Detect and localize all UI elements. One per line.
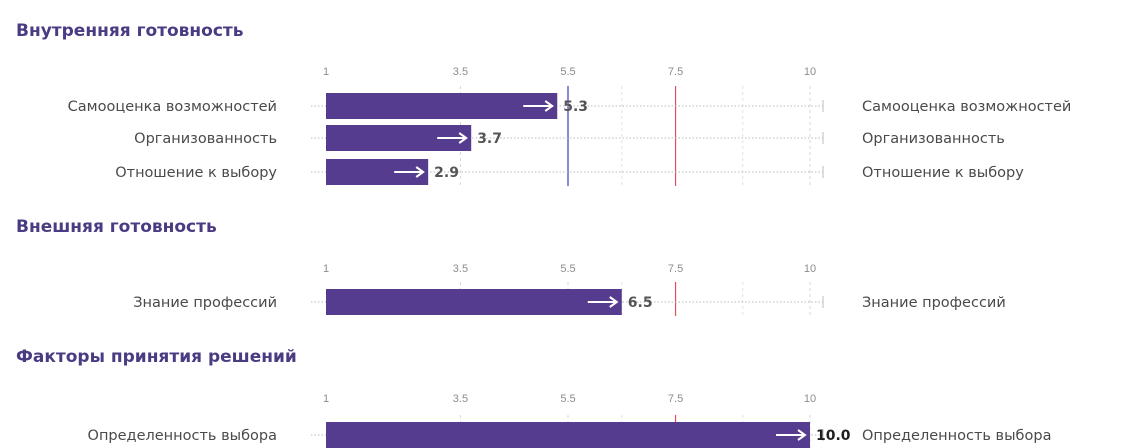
x-tick-label: 5.5 (560, 393, 575, 405)
x-tick-label: 3.5 (453, 66, 468, 78)
data-label: 3.7 (477, 131, 502, 147)
x-tick-label: 7.5 (668, 393, 683, 405)
section-title: Внутренняя готовность (16, 21, 244, 41)
x-tick-label: 1 (323, 66, 329, 78)
arrow-head-icon (797, 429, 807, 441)
category-label-left: Отношение к выбору (115, 165, 277, 181)
arrow-head-icon (609, 296, 619, 308)
category-label-right: Знание профессий (862, 295, 1006, 311)
x-tick-label: 3.5 (453, 263, 468, 275)
category-label-right: Отношение к выбору (862, 165, 1024, 181)
category-label-left: Знание профессий (133, 295, 277, 311)
arrow-head-icon (458, 132, 468, 144)
arrow-head-icon (544, 100, 554, 112)
x-tick-label: 3.5 (453, 393, 468, 405)
data-label: 2.9 (434, 165, 459, 181)
data-label: 6.5 (628, 295, 653, 311)
bar (326, 289, 622, 315)
x-tick-label: 10 (804, 263, 816, 275)
data-label: 5.3 (563, 99, 588, 115)
x-tick-label: 5.5 (560, 263, 575, 275)
x-tick-label: 1 (323, 393, 329, 405)
section-title: Внешняя готовность (16, 217, 217, 237)
x-tick-label: 7.5 (668, 66, 683, 78)
category-label-right: Определенность выбора (862, 428, 1051, 444)
category-label-right: Организованность (862, 131, 1005, 147)
category-label-left: Организованность (134, 131, 277, 147)
section-title: Факторы принятия решений (16, 347, 297, 367)
x-tick-label: 10 (804, 66, 816, 78)
x-tick-label: 10 (804, 393, 816, 405)
bar (326, 93, 558, 119)
x-tick-label: 5.5 (560, 66, 575, 78)
bar (326, 422, 810, 448)
x-tick-label: 1 (323, 263, 329, 275)
category-label-right: Самооценка возможностей (862, 99, 1071, 115)
x-tick-label: 7.5 (668, 263, 683, 275)
category-label-left: Определенность выбора (88, 428, 277, 444)
arrow-head-icon (415, 166, 425, 178)
data-label: 10.0 (816, 428, 851, 444)
category-label-left: Самооценка возможностей (68, 99, 277, 115)
